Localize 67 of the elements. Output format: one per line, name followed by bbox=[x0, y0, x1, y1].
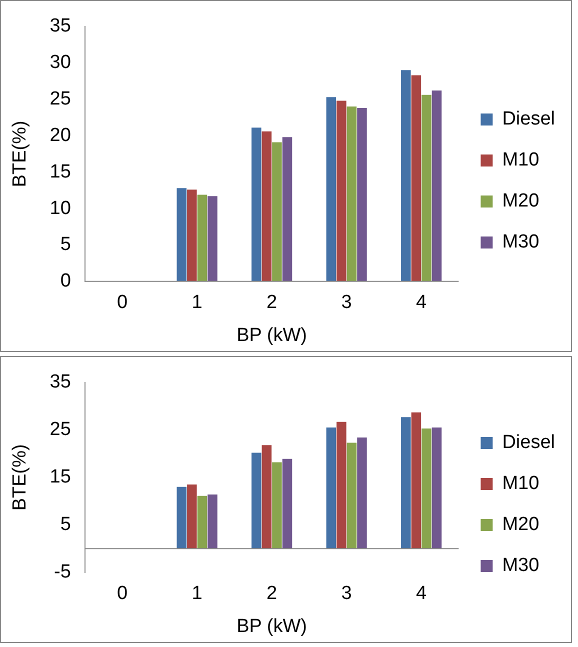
x-tick-label: 2 bbox=[266, 292, 278, 314]
legend-label: M30 bbox=[502, 232, 540, 253]
bar bbox=[411, 75, 422, 282]
bar bbox=[176, 188, 187, 282]
bar bbox=[197, 496, 208, 549]
y-tick-label: 15 bbox=[50, 466, 71, 488]
bar bbox=[401, 417, 411, 549]
y-tick-label: 25 bbox=[50, 419, 71, 440]
x-tick-label: 1 bbox=[192, 292, 202, 314]
x-tick-label: 3 bbox=[341, 292, 352, 314]
bar bbox=[208, 196, 218, 282]
legend-label: Diesel bbox=[502, 108, 556, 130]
bar bbox=[262, 445, 272, 549]
legend-label: M20 bbox=[502, 190, 540, 212]
bar bbox=[208, 494, 218, 549]
bar bbox=[272, 142, 282, 282]
bar bbox=[326, 97, 336, 282]
x-tick-label: 2 bbox=[266, 583, 278, 604]
x-axis-title: BP (kW) bbox=[236, 324, 308, 346]
bar bbox=[272, 462, 282, 549]
x-tick-label: 0 bbox=[117, 583, 128, 604]
bar bbox=[326, 428, 336, 549]
bar bbox=[411, 412, 422, 549]
bar bbox=[346, 106, 357, 282]
bar bbox=[346, 442, 357, 549]
legend-label: M20 bbox=[502, 514, 540, 536]
bar bbox=[422, 94, 432, 282]
bar bbox=[432, 90, 442, 282]
y-tick-label: 15 bbox=[50, 161, 71, 182]
bar bbox=[357, 108, 367, 282]
bar bbox=[197, 194, 208, 282]
legend-label: M10 bbox=[502, 473, 540, 494]
y-axis-title: BTE(%) bbox=[10, 444, 31, 511]
x-tick-label: 4 bbox=[416, 292, 428, 314]
y-tick-label: 20 bbox=[50, 124, 71, 146]
y-tick-label: 25 bbox=[50, 88, 71, 110]
bar bbox=[357, 438, 367, 549]
x-axis-title: BP (kW) bbox=[236, 616, 308, 637]
bar bbox=[282, 458, 292, 549]
y-tick-label: 35 bbox=[50, 16, 71, 37]
bar bbox=[282, 137, 292, 282]
x-tick-label: 1 bbox=[192, 583, 202, 604]
x-tick-label: 4 bbox=[416, 583, 428, 604]
bar bbox=[252, 452, 262, 549]
x-tick-label: 3 bbox=[341, 583, 352, 604]
y-tick-label: 5 bbox=[60, 234, 71, 256]
bar bbox=[401, 70, 411, 282]
y-tick-label: 30 bbox=[50, 52, 71, 74]
bar bbox=[252, 128, 262, 282]
y-axis-title: BTE(%) bbox=[10, 120, 31, 188]
legend-label: M30 bbox=[502, 555, 540, 576]
bar bbox=[422, 428, 432, 549]
legend-label: Diesel bbox=[502, 432, 556, 454]
bar bbox=[336, 100, 346, 282]
bar bbox=[176, 486, 187, 549]
y-tick-label: -5 bbox=[54, 562, 71, 583]
bar bbox=[187, 484, 197, 549]
bar bbox=[262, 131, 272, 282]
y-tick-label: 0 bbox=[60, 270, 71, 292]
legend-label: M10 bbox=[502, 150, 540, 171]
bar bbox=[187, 190, 197, 282]
x-tick-label: 0 bbox=[117, 292, 128, 314]
y-tick-label: 35 bbox=[50, 372, 71, 393]
y-tick-label: 10 bbox=[50, 198, 71, 219]
bar bbox=[336, 422, 346, 549]
y-tick-label: 5 bbox=[60, 514, 71, 536]
bar bbox=[432, 428, 442, 549]
